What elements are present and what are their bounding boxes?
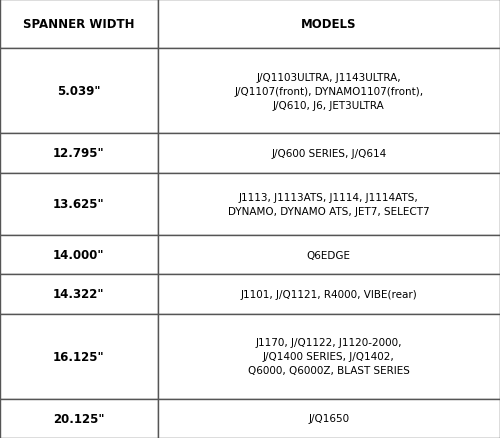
Text: Q6EDGE: Q6EDGE <box>307 250 351 260</box>
Bar <box>0 235 158 275</box>
Text: J1170, J/Q1122, J1120-2000,
J/Q1400 SERIES, J/Q1402,
Q6000, Q6000Z, BLAST SERIES: J1170, J/Q1122, J1120-2000, J/Q1400 SERI… <box>248 337 410 375</box>
Text: SPANNER WIDTH: SPANNER WIDTH <box>23 18 134 31</box>
Text: 5.039": 5.039" <box>57 85 100 98</box>
Text: 20.125": 20.125" <box>53 412 104 425</box>
Text: 12.795": 12.795" <box>53 147 104 160</box>
Text: 13.625": 13.625" <box>53 198 104 211</box>
Bar <box>0 314 158 399</box>
Bar <box>158 399 500 438</box>
Bar <box>158 134 500 173</box>
Bar <box>0 134 158 173</box>
Bar <box>158 235 500 275</box>
Text: 14.322": 14.322" <box>53 288 104 300</box>
Text: 14.000": 14.000" <box>53 248 104 261</box>
Bar <box>0 173 158 235</box>
Bar <box>0 49 158 134</box>
Bar <box>158 49 500 134</box>
Text: J/Q1650: J/Q1650 <box>308 413 350 424</box>
Bar <box>158 314 500 399</box>
Text: J1101, J/Q1121, R4000, VIBE(rear): J1101, J/Q1121, R4000, VIBE(rear) <box>240 289 417 299</box>
Text: J/Q1103ULTRA, J1143ULTRA,
J/Q1107(front), DYNAMO1107(front),
J/Q610, J6, JET3ULT: J/Q1103ULTRA, J1143ULTRA, J/Q1107(front)… <box>234 73 424 110</box>
Bar <box>158 173 500 235</box>
Bar <box>0 399 158 438</box>
Text: J1113, J1113ATS, J1114, J1114ATS,
DYNAMO, DYNAMO ATS, JET7, SELECT7: J1113, J1113ATS, J1114, J1114ATS, DYNAMO… <box>228 192 430 216</box>
Bar <box>0 0 158 49</box>
Bar <box>0 275 158 314</box>
Text: MODELS: MODELS <box>301 18 356 31</box>
Text: 16.125": 16.125" <box>53 350 104 363</box>
Bar <box>158 275 500 314</box>
Bar <box>158 0 500 49</box>
Text: J/Q600 SERIES, J/Q614: J/Q600 SERIES, J/Q614 <box>271 148 386 159</box>
